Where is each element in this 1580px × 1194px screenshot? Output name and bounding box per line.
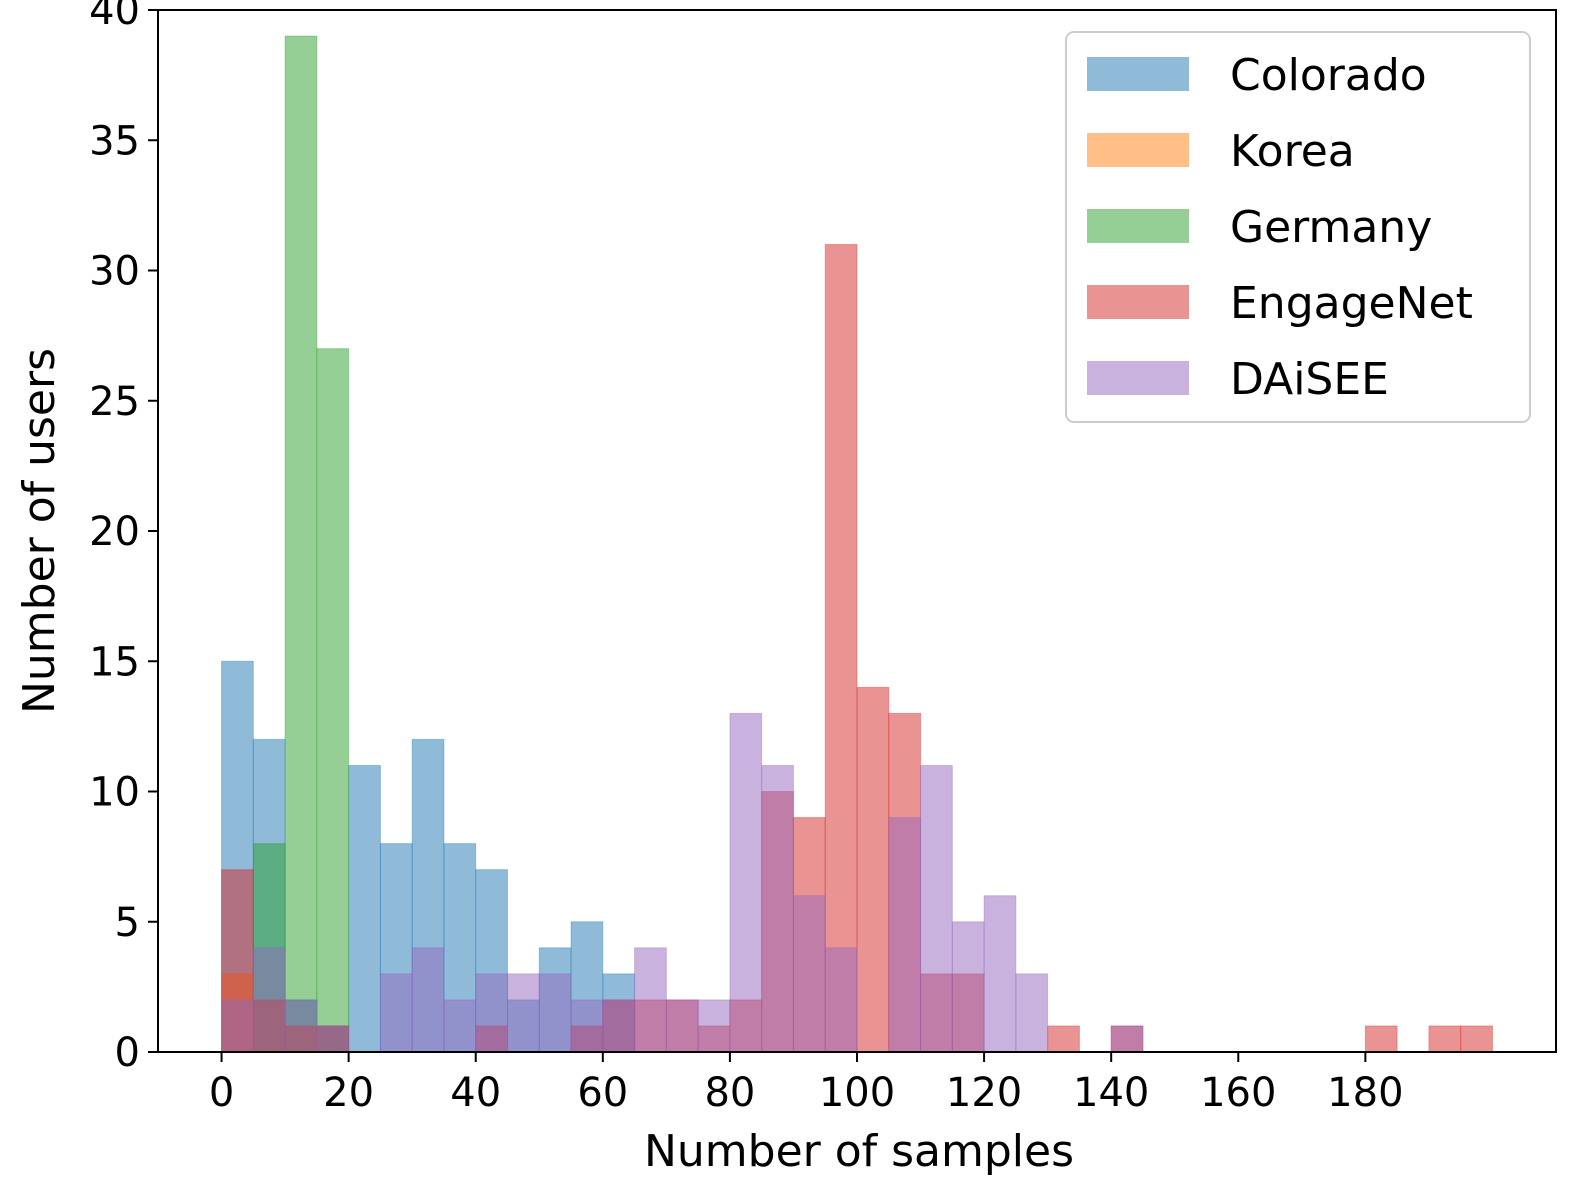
x-axis-ticks: 0 20 40 60 80 100 120 140 160 180: [209, 1052, 1404, 1116]
x-tick-label: 140: [1073, 1070, 1149, 1116]
bar-colorado-20: [348, 764, 381, 1053]
bar-engagenet-95: [824, 243, 858, 1053]
bar-daisee-5: [252, 947, 286, 1053]
bar-daisee-55: [570, 999, 604, 1053]
y-tick-label: 10: [89, 770, 140, 816]
legend-label-colorado: Colorado: [1230, 50, 1427, 101]
y-axis-label: Number of users: [14, 348, 65, 714]
bar-daisee-25: [379, 973, 413, 1053]
bar-daisee-30: [411, 947, 445, 1053]
bar-daisee-0: [221, 999, 254, 1053]
bar-daisee-140: [1110, 1025, 1144, 1053]
legend-swatch-korea: [1087, 133, 1189, 167]
bar-germany-10: [284, 35, 318, 1053]
x-tick-label: 20: [323, 1070, 374, 1116]
bar-engagenet-195: [1460, 1025, 1493, 1053]
legend-swatch-germany: [1087, 209, 1189, 243]
bar-germany-15: [316, 348, 350, 1053]
y-tick-label: 0: [115, 1030, 140, 1076]
x-axis-label: Number of samples: [644, 1126, 1074, 1177]
y-tick-label: 15: [89, 639, 140, 685]
y-axis-ticks: 0 5 10 15 20 25 30 35 40: [89, 0, 158, 1076]
y-tick-label: 30: [89, 249, 140, 295]
x-tick-label: 100: [819, 1070, 895, 1116]
bars-layer: [221, 35, 1493, 1053]
y-tick-label: 40: [89, 0, 140, 34]
bar-daisee-125: [1015, 973, 1049, 1053]
bar-daisee-45: [507, 973, 540, 1053]
bar-daisee-60: [602, 999, 636, 1053]
bar-daisee-75: [697, 999, 731, 1053]
bar-daisee-70: [665, 999, 699, 1053]
bar-daisee-110: [920, 764, 953, 1053]
x-tick-label: 60: [577, 1070, 628, 1116]
bar-daisee-65: [634, 947, 667, 1053]
bar-daisee-95: [824, 947, 858, 1053]
bar-daisee-40: [475, 973, 508, 1053]
y-tick-label: 5: [115, 900, 140, 946]
legend-label-daisee: DAiSEE: [1230, 354, 1389, 405]
bar-engagenet-180: [1364, 1025, 1398, 1053]
bar-daisee-115: [951, 921, 985, 1053]
x-tick-label: 0: [209, 1070, 234, 1116]
bar-engagenet-130: [1047, 1025, 1080, 1053]
series-germany: [252, 35, 350, 1053]
legend: Colorado Korea Germany EngageNet DAiSEE: [1065, 31, 1531, 423]
legend-swatch-engagenet: [1087, 285, 1189, 319]
bar-daisee-35: [443, 999, 477, 1053]
series-daisee: [221, 712, 1144, 1053]
x-tick-label: 160: [1200, 1070, 1276, 1116]
y-tick-label: 35: [89, 118, 140, 164]
bar-daisee-80: [729, 712, 763, 1053]
bar-daisee-105: [888, 817, 922, 1053]
bar-daisee-85: [761, 764, 794, 1053]
legend-label-germany: Germany: [1230, 202, 1432, 253]
x-tick-label: 180: [1327, 1070, 1403, 1116]
x-tick-label: 40: [450, 1070, 501, 1116]
bar-daisee-120: [983, 895, 1017, 1053]
bar-daisee-50: [538, 973, 572, 1053]
legend-label-engagenet: EngageNet: [1230, 278, 1473, 329]
bar-daisee-15: [316, 1025, 350, 1053]
legend-swatch-colorado: [1087, 57, 1189, 91]
bar-daisee-10: [284, 999, 318, 1053]
x-tick-label: 120: [946, 1070, 1022, 1116]
legend-swatch-daisee: [1087, 361, 1189, 395]
y-tick-label: 20: [89, 509, 140, 555]
bar-daisee-90: [792, 895, 826, 1053]
bar-engagenet-190: [1428, 1025, 1462, 1053]
legend-label-korea: Korea: [1230, 126, 1355, 177]
bar-engagenet-100: [856, 686, 890, 1053]
y-tick-label: 25: [89, 379, 140, 425]
x-tick-label: 80: [704, 1070, 755, 1116]
legend-frame: [1065, 31, 1531, 423]
